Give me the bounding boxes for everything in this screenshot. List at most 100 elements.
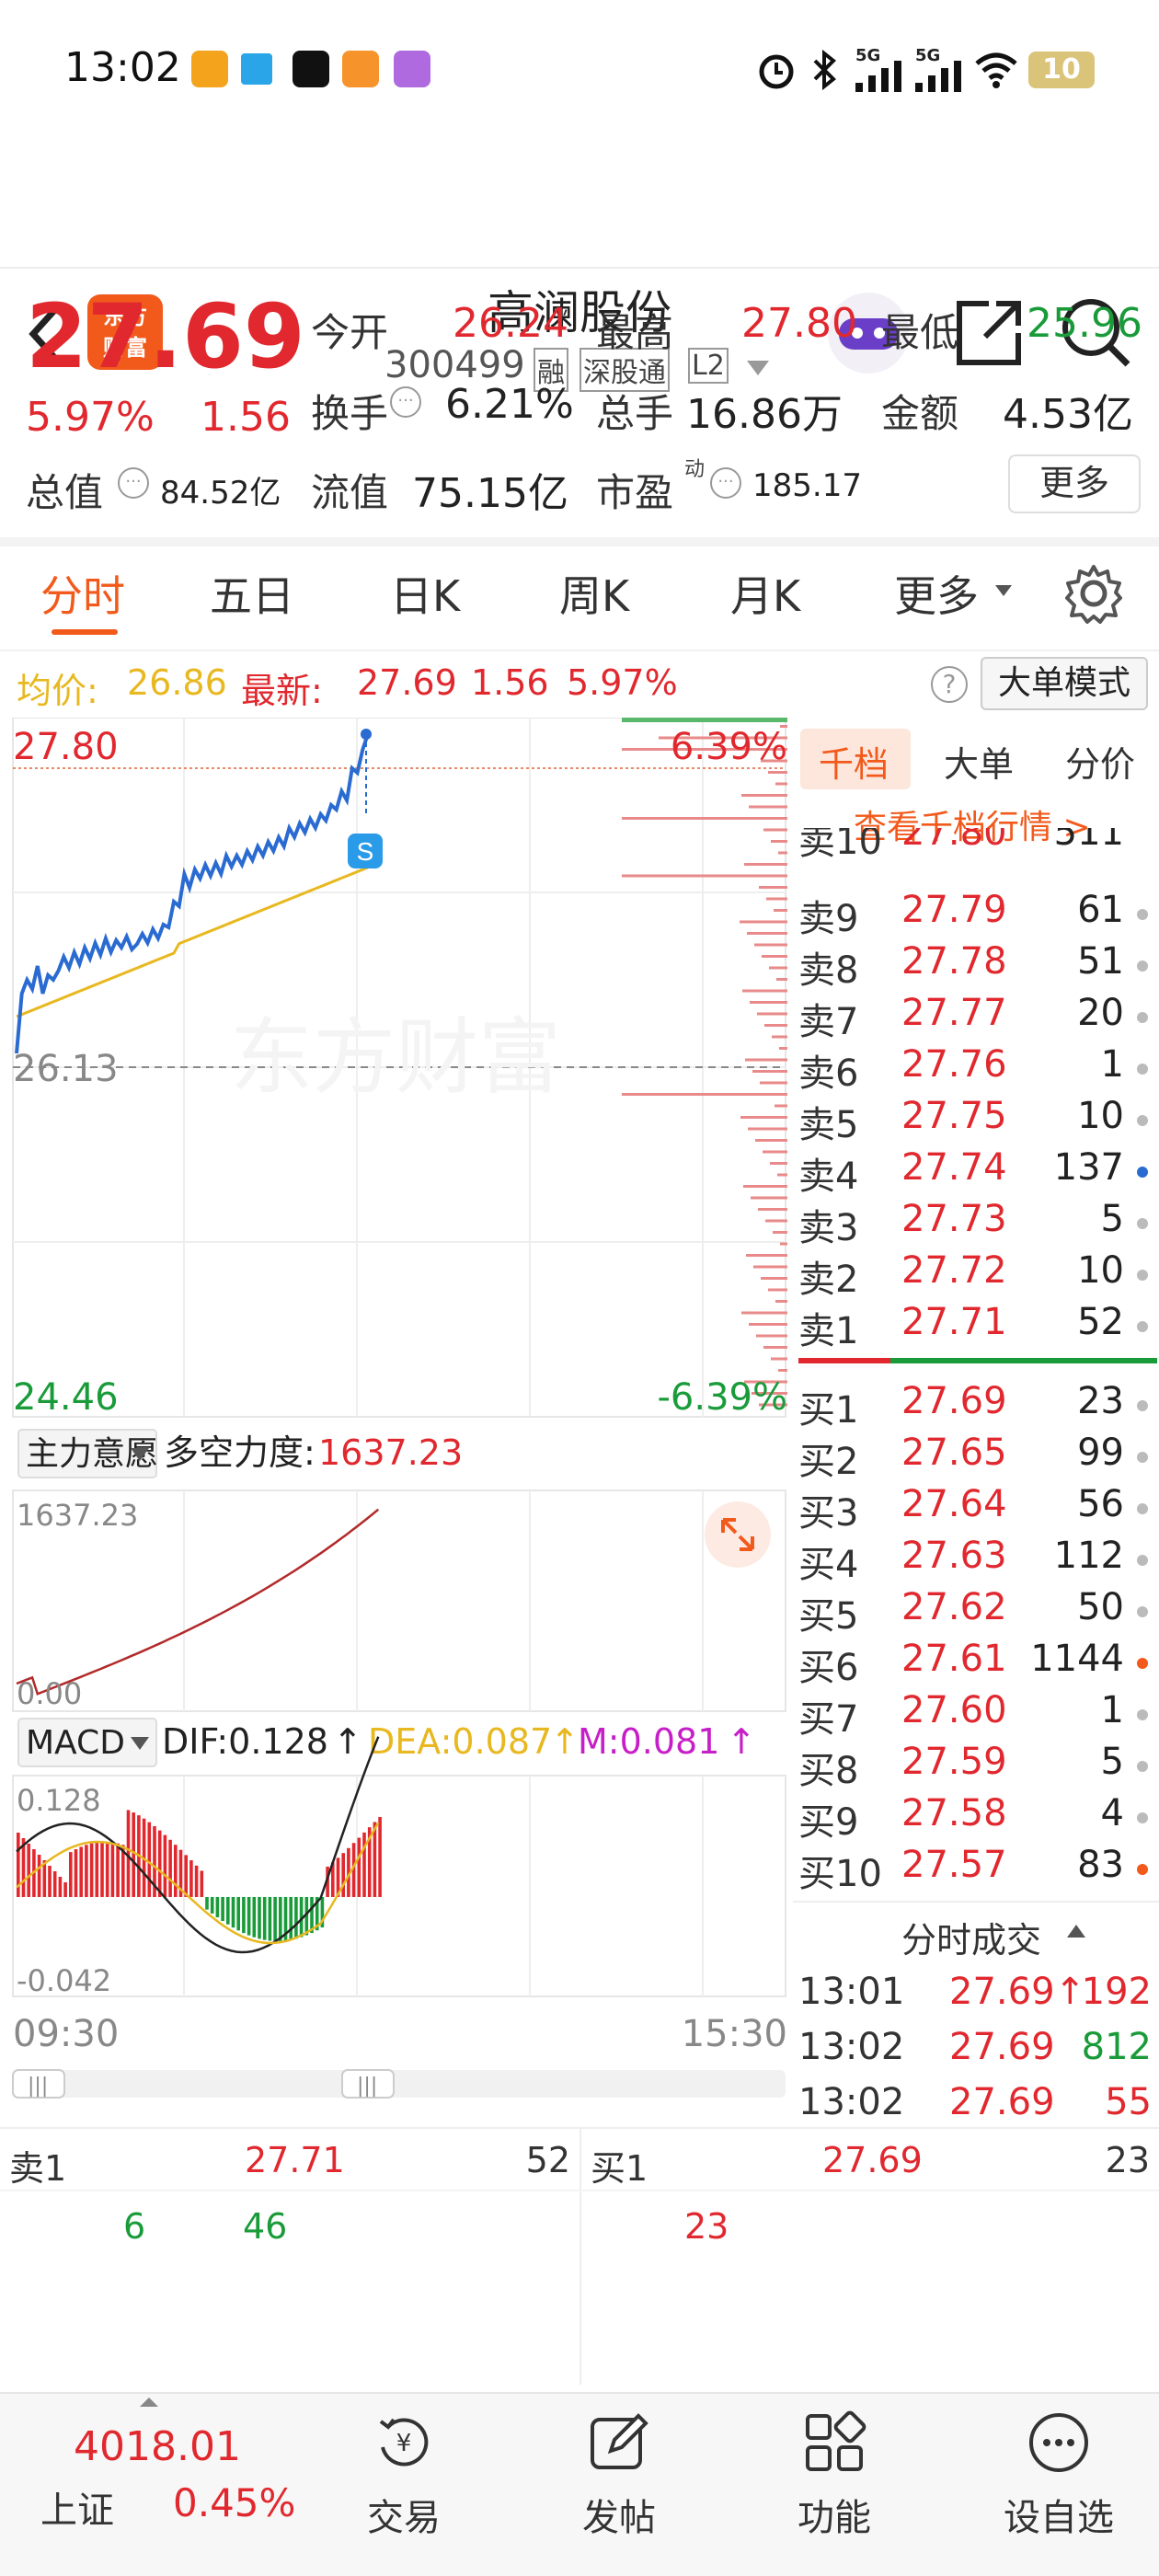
macd-bar-up bbox=[153, 1825, 156, 1897]
tab-large-orders[interactable]: 大单 bbox=[944, 744, 1015, 785]
float-cap-value: 75.15亿 bbox=[412, 470, 568, 517]
sell-level-row[interactable]: 卖6 27.76 1 bbox=[798, 1043, 1159, 1095]
tab-intraday[interactable]: 分时 bbox=[40, 571, 125, 621]
share-icon[interactable] bbox=[952, 296, 1026, 370]
tab-price-distribution[interactable]: 分价 bbox=[1065, 744, 1136, 785]
search-icon[interactable] bbox=[1060, 296, 1133, 370]
sell-level-row[interactable]: 卖8 27.78 51 bbox=[798, 940, 1159, 992]
nav-post[interactable]: 发帖 bbox=[550, 2410, 688, 2541]
level1-buy-price: 27.69 bbox=[822, 2140, 923, 2180]
tab-daily-k[interactable]: 日K bbox=[390, 571, 461, 621]
macd-selector[interactable] bbox=[17, 1718, 157, 1767]
sell-queue-item: 6 bbox=[123, 2206, 146, 2247]
buy-level-row[interactable]: 买3 27.64 56 bbox=[798, 1483, 1159, 1535]
sell-level-row[interactable]: 卖3 27.73 5 bbox=[798, 1198, 1159, 1249]
level1-sell-label: 卖1 bbox=[9, 2148, 67, 2189]
index-value[interactable]: 4018.01 bbox=[74, 2423, 241, 2470]
nav-features[interactable]: 功能 bbox=[765, 2410, 903, 2541]
open-value: 26.24 bbox=[453, 300, 568, 347]
buy-level-row[interactable]: 买4 27.63 112 bbox=[798, 1535, 1159, 1586]
chevron-down-icon[interactable] bbox=[745, 359, 771, 377]
status-bar: 13:02 5G 5G 10 bbox=[0, 0, 1159, 138]
signal-icon-2 bbox=[915, 61, 961, 92]
intraday-chart[interactable]: S 东方财富 27.80 6.39% 26.13 24.46 -6.39% 主力… bbox=[0, 718, 791, 2134]
macd-bar-up bbox=[132, 1812, 135, 1897]
macd-bar-down bbox=[315, 1897, 319, 1931]
more-button[interactable]: 更多 bbox=[1008, 454, 1141, 513]
level1-sell-price: 27.71 bbox=[245, 2140, 345, 2180]
caret-up-icon bbox=[1067, 1925, 1085, 1938]
depth-bar bbox=[744, 1380, 787, 1384]
y-high-pct-label: 6.39% bbox=[671, 726, 787, 768]
sell-level-row[interactable]: 卖7 27.77 20 bbox=[798, 992, 1159, 1043]
assistant-avatar-icon[interactable] bbox=[828, 293, 909, 374]
buy-level-row[interactable]: 买5 27.62 50 bbox=[798, 1586, 1159, 1638]
info-icon[interactable]: ··· bbox=[390, 386, 421, 418]
depth-bar bbox=[750, 1001, 787, 1004]
time-scrollbar[interactable] bbox=[13, 2070, 786, 2098]
macd-bar-up bbox=[378, 1816, 382, 1897]
watermark: 东方财富 bbox=[230, 1009, 561, 1106]
tab-five-day[interactable]: 五日 bbox=[210, 571, 294, 621]
pe-label: 市盈 bbox=[596, 470, 674, 515]
eastmoney-logo[interactable]: 东方 财富 bbox=[87, 294, 163, 370]
sell-level-row[interactable]: 卖9 27.79 61 bbox=[798, 889, 1159, 940]
macd-bar-up bbox=[147, 1822, 152, 1897]
buy-level-row[interactable]: 买6 27.61 1144 bbox=[798, 1638, 1159, 1689]
macd-bar-up bbox=[42, 1860, 47, 1897]
high-value: 27.80 bbox=[741, 300, 857, 347]
depth-bar bbox=[749, 805, 787, 809]
sell-level-row[interactable]: 卖2 27.72 10 bbox=[798, 1249, 1159, 1301]
tab-thousand-levels[interactable]: 千档 bbox=[819, 744, 889, 785]
tab-more[interactable]: 更多 bbox=[894, 571, 979, 621]
svg-text:¥: ¥ bbox=[396, 2430, 412, 2457]
tab-monthly-k[interactable]: 月K bbox=[730, 571, 801, 621]
macd-m: M:0.081 bbox=[578, 1721, 719, 1762]
sell-level-row[interactable]: 卖5 27.75 10 bbox=[798, 1095, 1159, 1146]
buy-level-row[interactable]: 买2 27.65 99 bbox=[798, 1432, 1159, 1483]
info-icon-pe[interactable]: ··· bbox=[710, 467, 741, 499]
macd-bar-up bbox=[95, 1842, 99, 1897]
scroll-handle-left[interactable] bbox=[12, 2069, 65, 2099]
index-name[interactable]: 上证 bbox=[40, 2490, 114, 2532]
buy-level-price: 27.60 bbox=[901, 1689, 1007, 1731]
depth-bar bbox=[659, 736, 787, 740]
depth-bar bbox=[740, 1116, 787, 1119]
level1-sell-volume: 52 bbox=[525, 2140, 570, 2180]
macd-bar-down bbox=[252, 1897, 257, 1938]
settings-gear-icon[interactable] bbox=[1063, 563, 1124, 624]
indicator-selector[interactable] bbox=[17, 1429, 157, 1478]
trade-volume: 192 bbox=[1081, 1971, 1152, 2013]
macd-bar-down bbox=[236, 1897, 240, 1931]
view-thousand-levels-link[interactable]: 查看千档行情 > bbox=[854, 809, 1091, 846]
buy-level-row[interactable]: 买10 27.57 83 bbox=[798, 1844, 1159, 1895]
large-order-mode-button[interactable]: 大单模式 bbox=[981, 657, 1148, 710]
sell-level-row[interactable]: 卖10 27.80 511 bbox=[798, 828, 1159, 868]
back-arrow-icon[interactable] bbox=[26, 302, 66, 366]
sell-level-row[interactable]: 卖4 27.74 137 bbox=[798, 1146, 1159, 1198]
macd-bar-up bbox=[17, 1833, 20, 1897]
buy-level-row[interactable]: 买1 27.69 23 bbox=[798, 1380, 1159, 1432]
macd-bar-up bbox=[362, 1832, 366, 1897]
macd-bar-down bbox=[221, 1897, 224, 1922]
sell-level-price: 27.73 bbox=[901, 1198, 1007, 1240]
buy-level-row[interactable]: 买8 27.59 5 bbox=[798, 1741, 1159, 1792]
info-icon-mktcap[interactable]: ··· bbox=[118, 467, 149, 499]
buy-level-row[interactable]: 买7 27.60 1 bbox=[798, 1689, 1159, 1741]
indicator-value: 1637.23 bbox=[318, 1432, 463, 1473]
help-icon[interactable]: ? bbox=[931, 666, 968, 703]
sell-level-row[interactable]: 卖1 27.71 52 bbox=[798, 1301, 1159, 1352]
buy-level-row[interactable]: 买9 27.58 4 bbox=[798, 1792, 1159, 1844]
buy-level-label: 买2 bbox=[798, 1441, 859, 1483]
scroll-handle-right[interactable] bbox=[341, 2069, 395, 2099]
depth-bar bbox=[762, 955, 787, 958]
avg-value: 26.86 bbox=[127, 662, 227, 703]
expand-icon[interactable] bbox=[705, 1501, 771, 1568]
depth-bar bbox=[744, 863, 787, 866]
trades-title[interactable]: 分时成交 bbox=[901, 1920, 1042, 1961]
nav-trade[interactable]: ¥ 交易 bbox=[335, 2410, 473, 2541]
index-change-pct[interactable]: 0.45% bbox=[173, 2480, 296, 2525]
badge-shenzhen-connect: 深股通 bbox=[580, 348, 670, 392]
tab-weekly-k[interactable]: 周K bbox=[559, 571, 630, 621]
nav-add-watchlist[interactable]: 设自选 bbox=[990, 2410, 1128, 2541]
